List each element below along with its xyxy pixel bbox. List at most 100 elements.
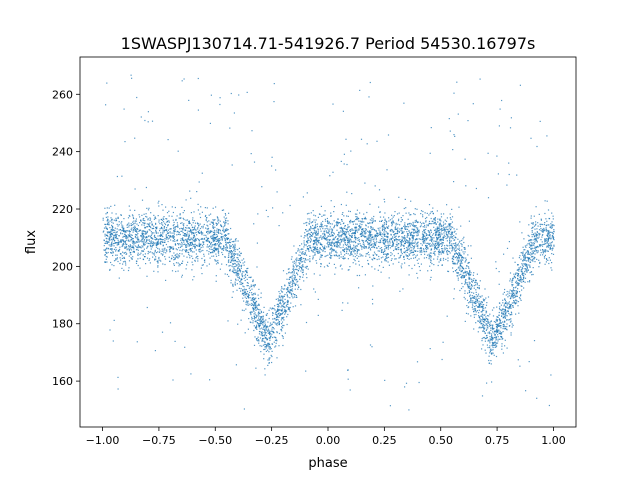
data-point bbox=[521, 264, 524, 266]
data-point bbox=[450, 226, 452, 228]
data-point bbox=[386, 232, 388, 234]
data-point bbox=[258, 309, 260, 311]
data-point bbox=[135, 260, 138, 262]
data-point bbox=[244, 275, 246, 277]
data-point bbox=[208, 251, 210, 253]
data-point bbox=[161, 223, 163, 225]
data-point bbox=[210, 230, 212, 232]
data-point bbox=[287, 296, 289, 298]
data-point bbox=[212, 225, 214, 227]
data-point bbox=[478, 300, 480, 302]
data-point bbox=[236, 283, 238, 285]
data-point bbox=[122, 251, 124, 253]
data-point bbox=[353, 246, 355, 248]
data-point bbox=[132, 224, 134, 226]
data-point bbox=[262, 335, 264, 337]
data-point bbox=[385, 245, 387, 247]
data-point bbox=[182, 229, 184, 231]
data-point bbox=[401, 230, 403, 232]
data-point bbox=[152, 241, 154, 243]
data-point bbox=[232, 263, 234, 265]
data-point bbox=[341, 219, 343, 221]
data-point bbox=[310, 212, 312, 214]
data-point bbox=[288, 271, 290, 273]
data-point bbox=[361, 221, 363, 223]
data-point bbox=[464, 280, 466, 282]
data-point bbox=[272, 321, 274, 323]
data-point bbox=[459, 263, 461, 265]
data-point bbox=[199, 216, 202, 219]
data-point bbox=[489, 349, 491, 351]
data-point bbox=[255, 305, 257, 307]
data-point bbox=[288, 291, 290, 293]
data-point bbox=[401, 236, 403, 238]
data-point bbox=[124, 141, 126, 143]
data-point bbox=[112, 254, 114, 257]
data-point bbox=[362, 233, 364, 235]
data-point bbox=[543, 227, 545, 230]
data-point bbox=[362, 255, 364, 257]
data-point bbox=[502, 331, 504, 333]
data-point bbox=[413, 247, 415, 249]
data-point bbox=[164, 247, 166, 249]
data-point bbox=[532, 251, 534, 253]
data-point bbox=[232, 244, 234, 246]
data-point bbox=[256, 308, 258, 310]
data-point bbox=[459, 269, 461, 271]
data-point bbox=[262, 337, 264, 340]
data-point bbox=[375, 242, 377, 244]
data-point bbox=[247, 285, 249, 287]
data-point bbox=[354, 247, 356, 249]
data-point bbox=[164, 263, 166, 266]
data-point bbox=[498, 322, 501, 325]
data-point bbox=[446, 231, 448, 233]
data-point bbox=[320, 254, 322, 256]
data-point bbox=[483, 299, 485, 301]
data-point bbox=[170, 232, 172, 234]
data-point bbox=[109, 236, 111, 239]
data-point bbox=[103, 249, 105, 251]
data-point bbox=[525, 263, 528, 265]
data-point bbox=[161, 248, 163, 250]
data-point bbox=[301, 253, 303, 255]
data-point bbox=[304, 261, 306, 263]
data-point bbox=[502, 317, 504, 319]
data-point bbox=[387, 244, 389, 246]
data-point bbox=[458, 252, 460, 254]
data-point bbox=[433, 218, 435, 220]
data-point bbox=[326, 220, 329, 222]
data-point bbox=[262, 311, 265, 313]
data-point bbox=[181, 245, 183, 247]
data-point bbox=[199, 232, 201, 234]
data-point bbox=[164, 239, 166, 241]
data-point bbox=[203, 223, 205, 226]
data-point bbox=[545, 243, 547, 245]
data-point bbox=[369, 242, 371, 244]
data-point bbox=[295, 283, 297, 285]
data-point bbox=[295, 258, 297, 260]
data-point bbox=[441, 228, 443, 230]
data-point bbox=[397, 223, 399, 225]
data-point bbox=[346, 229, 348, 231]
data-point bbox=[426, 246, 428, 249]
data-point bbox=[539, 254, 542, 256]
data-point bbox=[201, 234, 203, 236]
data-point bbox=[263, 340, 265, 342]
data-point bbox=[524, 255, 526, 257]
data-point bbox=[185, 227, 187, 229]
data-point bbox=[223, 216, 225, 218]
data-point bbox=[283, 306, 286, 308]
data-point bbox=[509, 280, 511, 282]
data-point bbox=[442, 248, 444, 250]
data-point bbox=[206, 228, 208, 230]
data-point bbox=[164, 224, 167, 226]
data-point bbox=[289, 204, 291, 207]
data-point bbox=[482, 330, 485, 332]
data-point bbox=[474, 306, 476, 308]
data-point bbox=[264, 346, 266, 348]
data-point bbox=[161, 241, 163, 244]
data-point bbox=[429, 152, 431, 154]
data-point bbox=[436, 236, 438, 238]
data-point bbox=[503, 312, 505, 314]
data-point bbox=[265, 328, 267, 331]
